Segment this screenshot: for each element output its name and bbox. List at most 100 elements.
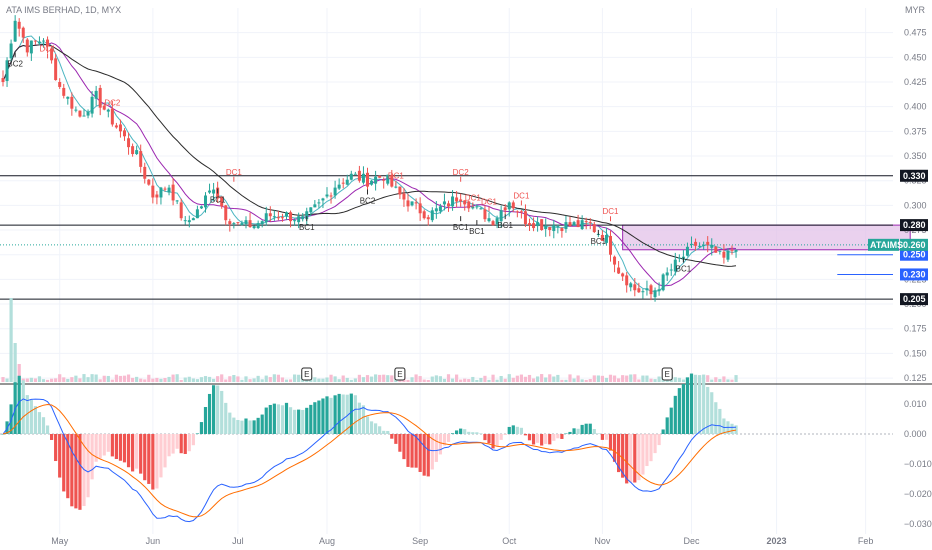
- candle-body-158: [641, 291, 645, 293]
- volume-bar-177: [718, 379, 722, 382]
- macd-hist-bar-41: [167, 434, 171, 457]
- macd-hist-bar-166: [673, 395, 677, 434]
- macd-hist-bar-105: [426, 434, 430, 477]
- volume-bar-137: [556, 374, 560, 382]
- candle-body-135: [548, 227, 552, 231]
- candle-body-32: [131, 146, 135, 155]
- volume-bar-149: [604, 377, 609, 382]
- price-tick-label-2: 0.175: [904, 324, 927, 334]
- volume-bar-77: [313, 377, 317, 382]
- macd-hist-bar-109: [442, 434, 447, 446]
- candle-body-24: [98, 87, 102, 108]
- volume-bar-146: [592, 375, 596, 382]
- candle-body-35: [143, 166, 147, 179]
- volume-bar-156: [633, 374, 637, 382]
- candle-body-90: [366, 172, 369, 187]
- volume-bar-60: [244, 376, 248, 382]
- candle-body-11: [46, 39, 50, 47]
- candle-body-69: [280, 217, 284, 219]
- macd-hist-bar-75: [305, 407, 309, 434]
- month-label-6: Nov: [594, 536, 611, 546]
- volume-bar-73: [297, 374, 301, 382]
- candle-body-163: [661, 274, 665, 291]
- macd-hist-bar-92: [374, 423, 378, 434]
- volume-bar-26: [106, 375, 110, 382]
- macd-hist-bar-8: [33, 406, 37, 434]
- earnings-label-0: E: [304, 370, 309, 379]
- horizontal-levels: [0, 175, 893, 300]
- candle-body-16: [66, 96, 70, 99]
- volume-bar-173: [702, 374, 706, 382]
- annotation-label-14: BC1: [497, 221, 513, 230]
- volume-bar-16: [66, 378, 70, 382]
- candle-body-15: [62, 87, 66, 96]
- macd-hist-bar-0: [1, 434, 5, 435]
- volume-bar-161: [653, 379, 657, 382]
- candle-body-40: [163, 188, 167, 190]
- candle-body-12: [50, 48, 54, 61]
- macd-hist-bar-71: [288, 407, 293, 434]
- candle-body-160: [649, 285, 653, 295]
- macd-hist-bar-127: [515, 426, 519, 434]
- macd-hist-bar-70: [284, 402, 289, 434]
- month-label-4: Sep: [412, 536, 428, 546]
- macd-hist-bar-130: [527, 434, 532, 441]
- candle-body-59: [240, 223, 244, 226]
- volume-bar-91: [369, 376, 374, 382]
- macd-hist-bar-134: [544, 434, 548, 444]
- macd-hist-bar-42: [171, 434, 175, 454]
- volume-bar-11: [45, 379, 50, 382]
- candle-body-4: [17, 21, 21, 29]
- macd-hist-bar-158: [641, 434, 645, 475]
- volume-bar-9: [37, 376, 42, 382]
- macd-hist-bar-99: [402, 434, 406, 460]
- candle-body-104: [422, 211, 426, 219]
- macd-hist-bar-60: [244, 418, 248, 434]
- macd-hist-bar-29: [118, 434, 123, 461]
- volume-bar-124: [503, 378, 507, 382]
- macd-hist-bar-19: [78, 434, 82, 510]
- candle-body-159: [645, 288, 649, 291]
- candle-body-48: [195, 209, 199, 219]
- candle-body-46: [187, 220, 191, 223]
- candle-body-25: [102, 105, 106, 110]
- volume-bar-107: [434, 375, 438, 382]
- macd-hist-bar-93: [378, 426, 382, 434]
- macd-hist-bar-181: [734, 425, 738, 434]
- macd-hist-bar-128: [519, 427, 523, 434]
- volume-bar-94: [382, 374, 386, 382]
- candle-body-153: [621, 273, 625, 277]
- volume-bar-34: [139, 378, 143, 382]
- volume-bar-104: [422, 379, 426, 382]
- candle-body-56: [228, 221, 232, 225]
- candle-body-165: [669, 269, 673, 271]
- candle-body-89: [361, 173, 365, 183]
- annotation-label-9: DC1: [465, 193, 482, 202]
- ticker-badge-text: ATAIMS: [870, 240, 903, 250]
- annotation-label-2: DC2: [104, 99, 121, 108]
- macd-hist-bar-24: [98, 434, 102, 459]
- volume-bar-38: [155, 377, 159, 382]
- volume-bar-63: [256, 375, 260, 382]
- macd-hist-bar-44: [179, 434, 183, 454]
- candle-body-119: [483, 209, 487, 220]
- level-badge-2-text: 0.205: [903, 294, 926, 304]
- macd-hist-bar-132: [536, 434, 540, 443]
- candle-body-117: [475, 206, 479, 208]
- macd-hist-bar-164: [665, 417, 669, 434]
- volume-bar-51: [207, 376, 212, 382]
- candle-body-123: [499, 210, 503, 222]
- candle-body-170: [690, 243, 693, 245]
- candle-body-99: [402, 193, 406, 200]
- candle-body-102: [414, 202, 418, 204]
- macd-hist-bar-48: [195, 433, 199, 434]
- macd-hist-bar-25: [102, 434, 106, 456]
- macd-hist-bar-53: [216, 385, 220, 434]
- volume-bar-122: [495, 379, 499, 382]
- volume-bar-121: [491, 374, 495, 382]
- candle-body-19: [78, 110, 82, 117]
- volume-bar-6: [25, 378, 29, 382]
- indicator-tick-label-2: −0.010: [904, 459, 932, 469]
- macd-hist-bar-129: [523, 434, 528, 436]
